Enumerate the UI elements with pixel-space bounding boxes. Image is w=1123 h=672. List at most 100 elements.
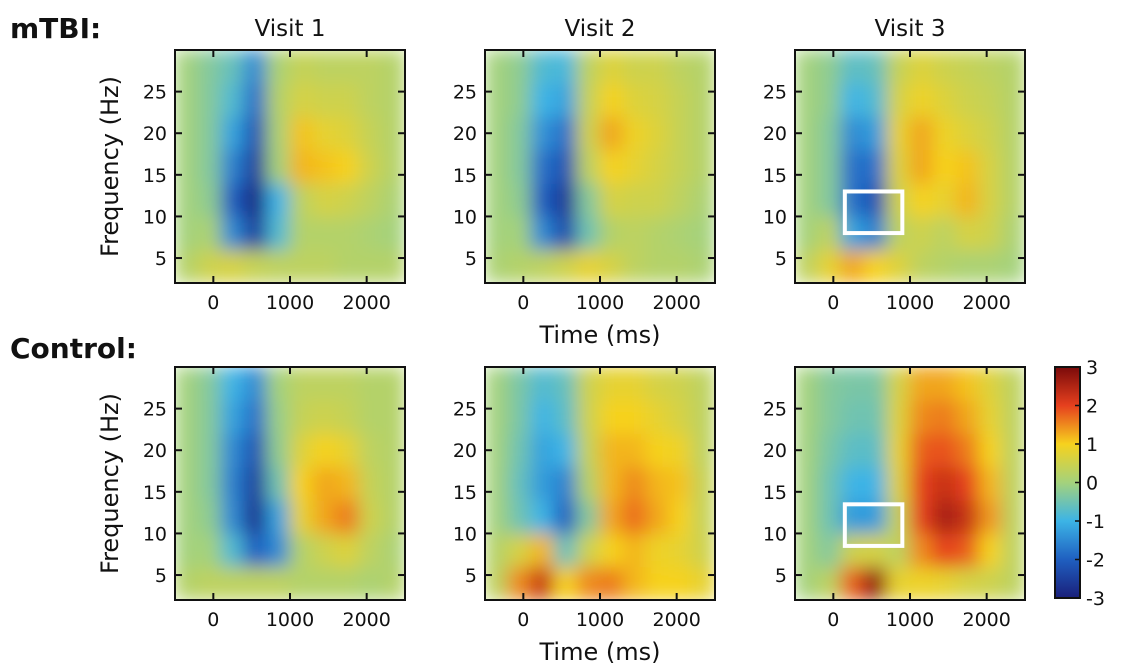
x-tick-label: 2000 <box>962 609 1010 631</box>
heat-cell <box>863 50 888 84</box>
heat-cell <box>312 249 337 283</box>
heat-cell <box>485 50 509 84</box>
heat-cell <box>1001 367 1025 401</box>
heat-cell <box>599 116 624 151</box>
heat-cell <box>817 182 842 217</box>
heat-cell <box>530 499 555 534</box>
heat-cell <box>553 466 578 501</box>
x-axis-label: Time (ms) <box>539 321 661 349</box>
heat-cell <box>840 82 865 118</box>
y-tick-label: 20 <box>453 123 477 145</box>
heat-cell <box>622 149 647 184</box>
heat-cell <box>485 116 509 151</box>
heat-cell <box>691 215 715 251</box>
heat-cell <box>978 466 1003 501</box>
heat-cell <box>795 182 819 217</box>
heat-cell <box>485 215 509 251</box>
heat-cell <box>1001 249 1025 283</box>
heat-cell <box>863 182 888 217</box>
heat-cell <box>840 566 865 600</box>
heat-cell <box>220 149 245 184</box>
heat-cell <box>886 399 911 435</box>
heat-cell <box>530 433 555 468</box>
colorbar-tick-label: -1 <box>1086 511 1105 533</box>
heat-cell <box>381 149 405 184</box>
heat-cell <box>840 399 865 435</box>
heat-cell <box>289 566 314 600</box>
heat-cell <box>795 466 819 501</box>
heat-cell <box>863 532 888 568</box>
row-label: mTBI: <box>10 12 101 45</box>
heat-cell <box>381 215 405 251</box>
heat-cell <box>553 367 578 401</box>
heat-cell <box>599 566 624 600</box>
heat-cell <box>863 249 888 283</box>
heat-cell <box>530 82 555 118</box>
heat-cell <box>243 433 268 468</box>
heat-cell <box>335 466 360 501</box>
heat-cell <box>197 499 222 534</box>
heat-cell <box>599 532 624 568</box>
heat-cell <box>335 50 360 84</box>
heat-cell <box>381 566 405 600</box>
heat-cell <box>840 367 865 401</box>
heat-cell <box>197 50 222 84</box>
heat-cell <box>840 149 865 184</box>
heat-cell <box>358 149 383 184</box>
heat-cell <box>553 433 578 468</box>
heat-cell <box>955 215 980 251</box>
heat-cell <box>485 566 509 600</box>
heat-cell <box>840 249 865 283</box>
heat-cell <box>220 566 245 600</box>
heat-cell <box>485 182 509 217</box>
heat-cell <box>220 532 245 568</box>
heat-cell <box>312 466 337 501</box>
heat-cell <box>381 466 405 501</box>
heat-cell <box>312 532 337 568</box>
y-tick-label: 25 <box>763 82 787 104</box>
heat-cell <box>978 182 1003 217</box>
heat-cell <box>863 566 888 600</box>
heat-cell <box>576 149 601 184</box>
heat-cell <box>335 116 360 151</box>
heat-cell <box>312 182 337 217</box>
heat-cell <box>507 182 532 217</box>
heat-cell <box>668 249 693 283</box>
heat-cell <box>817 249 842 283</box>
heat-cell <box>197 433 222 468</box>
heat-cell <box>955 367 980 401</box>
y-tick-label: 10 <box>453 206 477 228</box>
heat-cell <box>978 433 1003 468</box>
heat-cell <box>175 249 199 283</box>
heat-cell <box>507 149 532 184</box>
heat-cell <box>645 499 670 534</box>
heat-cell <box>932 532 957 568</box>
heat-cell <box>863 433 888 468</box>
heat-cell <box>197 532 222 568</box>
x-axis-label: Time (ms) <box>539 638 661 666</box>
heat-cell <box>358 182 383 217</box>
heat-cell <box>197 182 222 217</box>
heat-cell <box>553 249 578 283</box>
heat-cell <box>909 433 934 468</box>
heat-cell <box>576 399 601 435</box>
heat-cell <box>886 82 911 118</box>
heat-cell <box>863 82 888 118</box>
heat-cell <box>599 182 624 217</box>
heat-cell <box>817 433 842 468</box>
heat-cell <box>645 215 670 251</box>
heat-cell <box>335 249 360 283</box>
heat-cell <box>1001 215 1025 251</box>
heat-cell <box>668 466 693 501</box>
heat-cell <box>507 367 532 401</box>
heat-cell <box>817 532 842 568</box>
heat-cell <box>243 149 268 184</box>
heat-cell <box>622 566 647 600</box>
heat-cell <box>358 566 383 600</box>
heat-cell <box>817 499 842 534</box>
heat-cell <box>358 249 383 283</box>
y-tick-label: 20 <box>143 440 167 462</box>
heat-cell <box>909 182 934 217</box>
heat-cell <box>335 499 360 534</box>
heat-cell <box>909 149 934 184</box>
